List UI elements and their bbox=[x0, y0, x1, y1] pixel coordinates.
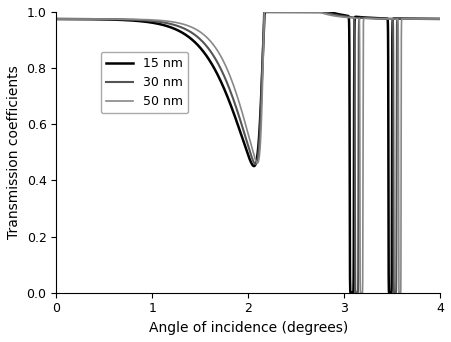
Line: 15 nm: 15 nm bbox=[56, 12, 440, 293]
50 nm bbox=[55, 17, 60, 21]
15 nm bbox=[77, 17, 82, 21]
50 nm bbox=[241, 116, 247, 120]
50 nm bbox=[359, 291, 364, 295]
15 nm bbox=[437, 17, 443, 21]
50 nm bbox=[54, 17, 59, 21]
30 nm bbox=[55, 17, 60, 21]
30 nm bbox=[129, 18, 134, 22]
30 nm bbox=[261, 10, 267, 14]
Y-axis label: Transmission coefficients: Transmission coefficients bbox=[7, 65, 21, 239]
15 nm bbox=[241, 141, 247, 145]
15 nm bbox=[417, 17, 423, 21]
50 nm bbox=[69, 17, 75, 21]
50 nm bbox=[262, 10, 267, 14]
50 nm bbox=[417, 17, 423, 21]
15 nm bbox=[129, 18, 134, 23]
30 nm bbox=[69, 17, 75, 21]
50 nm bbox=[77, 17, 82, 21]
30 nm bbox=[417, 17, 423, 21]
Line: 30 nm: 30 nm bbox=[56, 12, 440, 293]
30 nm bbox=[54, 17, 59, 21]
15 nm bbox=[69, 17, 75, 21]
50 nm bbox=[129, 17, 134, 21]
50 nm bbox=[437, 17, 443, 21]
Legend: 15 nm, 30 nm, 50 nm: 15 nm, 30 nm, 50 nm bbox=[101, 52, 189, 114]
30 nm bbox=[241, 130, 247, 134]
30 nm bbox=[354, 291, 359, 295]
30 nm bbox=[77, 17, 82, 21]
15 nm bbox=[262, 10, 267, 14]
15 nm bbox=[349, 291, 354, 295]
30 nm bbox=[437, 17, 443, 21]
15 nm bbox=[54, 17, 59, 21]
X-axis label: Angle of incidence (degrees): Angle of incidence (degrees) bbox=[148, 321, 348, 335]
15 nm bbox=[55, 17, 60, 21]
Line: 50 nm: 50 nm bbox=[56, 12, 440, 293]
